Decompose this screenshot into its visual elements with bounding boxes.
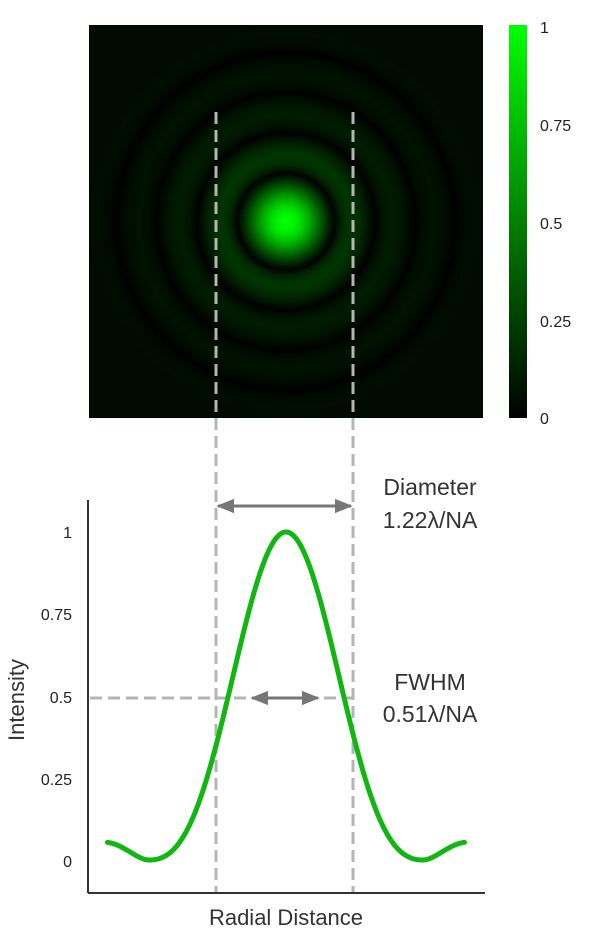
y-tick-0: 0 (63, 854, 72, 871)
colorbar-scale (509, 25, 527, 418)
colorbar-tick-05: 0.5 (540, 216, 562, 233)
y-tick-075: 0.75 (41, 607, 72, 624)
psf-heatmap (89, 25, 483, 418)
intensity-profile-line (105, 529, 467, 863)
colorbar-tick-075: 0.75 (540, 118, 571, 135)
diameter-value: 1.22λ/NA (383, 507, 478, 533)
colorbar-tick-1: 1 (540, 20, 549, 37)
y-tick-1: 1 (63, 525, 72, 542)
x-axis-label: Radial Distance (209, 905, 363, 930)
colorbar-tick-025: 0.25 (540, 314, 571, 331)
diameter-label: Diameter (383, 474, 477, 500)
fwhm-value: 0.51λ/NA (383, 701, 478, 727)
y-axis-label: Intensity (4, 659, 29, 741)
colorbar: 1 0.75 0.5 0.25 0 (509, 20, 571, 428)
y-tick-05: 0.5 (50, 690, 72, 707)
fwhm-label: FWHM (394, 669, 466, 695)
psf-heatmap-image (89, 25, 483, 418)
colorbar-tick-0: 0 (540, 411, 549, 428)
y-tick-025: 0.25 (41, 772, 72, 789)
